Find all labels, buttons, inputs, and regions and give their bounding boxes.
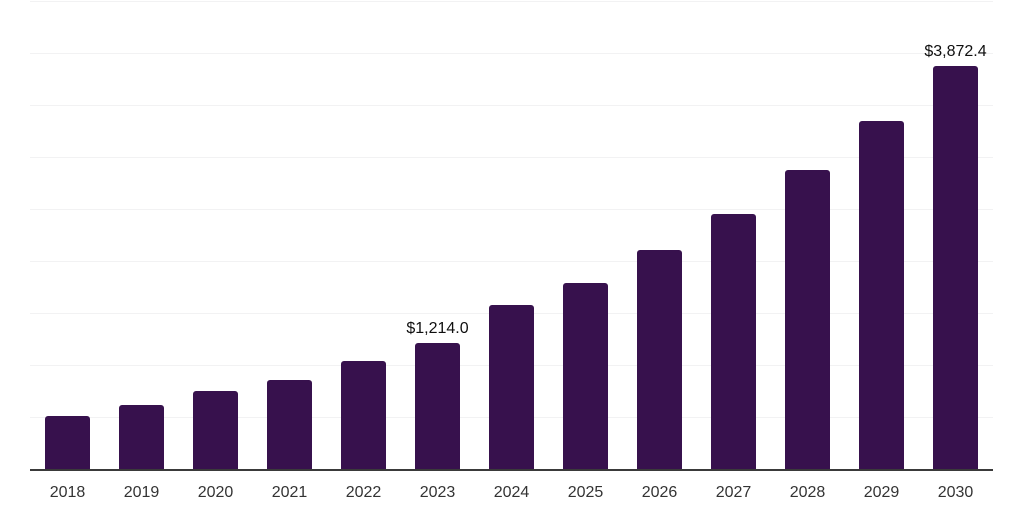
bar-2022	[341, 360, 386, 469]
x-tick-2018: 2018	[49, 484, 86, 501]
x-tick-2020: 2020	[197, 484, 234, 501]
x-tick-2028: 2028	[789, 484, 826, 501]
bar-2018	[45, 416, 90, 469]
gridline-2500	[30, 209, 993, 210]
bar-2021	[267, 380, 312, 469]
bar-2026	[637, 250, 682, 469]
plot-area: $1,214.0 $3,872.4	[30, 1, 993, 471]
gridline-4500	[30, 1, 993, 2]
bar-2025	[563, 282, 608, 469]
data-label-2030: $3,872.4	[924, 43, 987, 61]
gridline-3000	[30, 157, 993, 158]
gridline-2000	[30, 261, 993, 262]
x-tick-2021: 2021	[271, 484, 308, 501]
bar-2020	[193, 391, 238, 469]
x-tick-2026: 2026	[641, 484, 678, 501]
data-label-2023: $1,214.0	[406, 319, 469, 337]
gridline-4000	[30, 53, 993, 54]
bar-2029	[859, 120, 904, 469]
bar-2030	[933, 66, 978, 469]
x-tick-2025: 2025	[567, 484, 604, 501]
x-tick-2023: 2023	[419, 484, 456, 501]
bar-2024	[489, 305, 534, 469]
gridline-3500	[30, 105, 993, 106]
x-tick-2027: 2027	[715, 484, 752, 501]
bar-2023	[415, 342, 460, 469]
x-tick-2022: 2022	[345, 484, 382, 501]
bar-2019	[119, 405, 164, 469]
bar-2027	[711, 214, 756, 469]
x-tick-2024: 2024	[493, 484, 530, 501]
x-tick-2030: 2030	[937, 484, 974, 501]
x-tick-2019: 2019	[123, 484, 160, 501]
bar-2028	[785, 170, 830, 469]
x-tick-2029: 2029	[863, 484, 900, 501]
